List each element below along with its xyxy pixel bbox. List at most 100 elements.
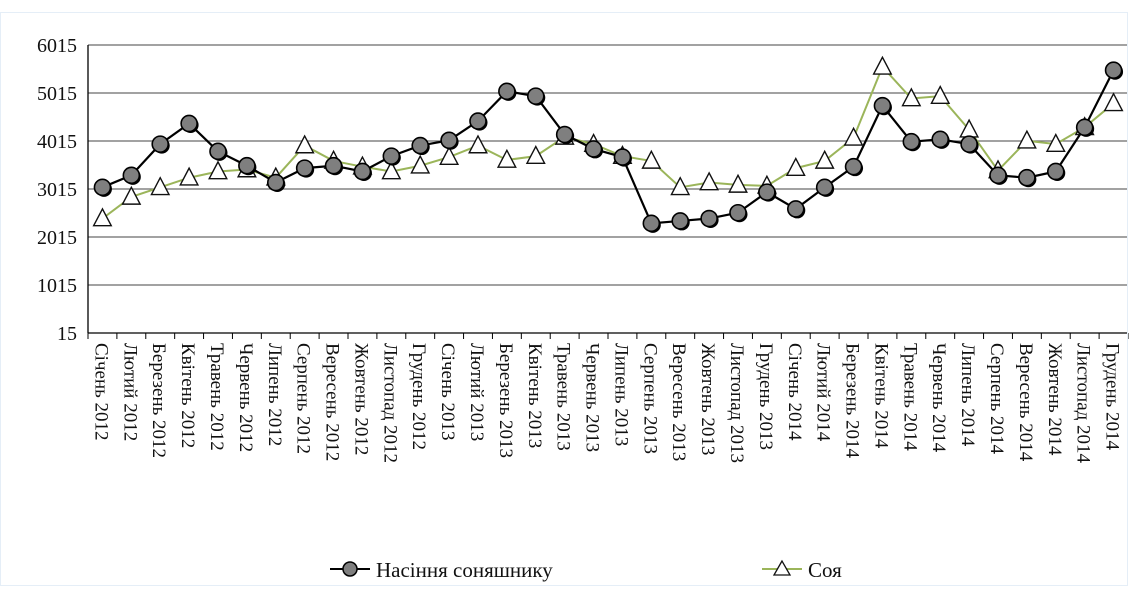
x-tick-label: Червень 2014 (928, 343, 949, 453)
data-point-marker (180, 114, 198, 133)
data-point-marker (930, 85, 951, 105)
y-tick-label: 6015 (37, 35, 77, 57)
data-point-marker (121, 185, 142, 205)
data-point-marker (525, 145, 546, 165)
grid-layer (88, 44, 1128, 286)
x-tick-label: Лютий 2013 (466, 343, 487, 441)
y-tick-label: 1015 (37, 275, 77, 297)
data-point-marker (785, 157, 806, 177)
label-layer: 15 1015 2015 3015 4015 5015 6015 Січень 2012 Лют… (37, 35, 1123, 464)
x-tick-label: Березень 2012 (148, 343, 169, 458)
series-layer (92, 55, 1124, 233)
data-point-marker (758, 183, 776, 201)
data-point-marker (122, 166, 141, 185)
x-tick-label: Грудень 2013 (755, 343, 776, 450)
data-point-marker (584, 140, 603, 158)
x-tick-label: Жовтень 2013 (697, 343, 718, 455)
legend-item: Насіння соняшнику (330, 558, 553, 582)
legend-marker (772, 559, 792, 576)
data-point-marker (294, 134, 315, 154)
data-point-marker (440, 131, 458, 150)
data-point-marker (641, 149, 662, 169)
x-tick-label: Травень 2012 (206, 343, 227, 451)
x-tick-label: Листопад 2013 (726, 343, 747, 463)
x-tick-label: Березень 2013 (495, 343, 516, 458)
data-point-marker (671, 212, 690, 230)
legend-item: Соя (762, 558, 842, 582)
x-tick-label: Березень 2014 (842, 343, 863, 459)
data-point-marker (989, 166, 1007, 185)
y-tick-label: 4015 (37, 131, 77, 153)
x-tick-label: Липень 2014 (957, 343, 978, 447)
data-point-marker (1045, 133, 1066, 153)
y-tick-label: 2015 (37, 227, 77, 249)
data-point-marker (613, 148, 632, 166)
x-tick-label: Серпень 2014 (986, 343, 1007, 455)
x-tick-label: Вересень 2012 (322, 343, 343, 461)
data-point-marker (555, 125, 574, 144)
x-tick-label: Липень 2013 (610, 343, 631, 446)
legend: Насіння соняшнику Соя (330, 558, 842, 582)
data-point-marker (266, 173, 285, 192)
data-point-marker (1046, 162, 1065, 181)
x-tick-label: Квітень 2012 (177, 343, 198, 448)
data-point-marker (324, 156, 343, 175)
x-tick-label: Лютий 2014 (813, 343, 834, 442)
x-tick-label: Лютий 2012 (119, 343, 140, 441)
data-point-marker (179, 166, 200, 186)
data-point-marker (670, 176, 691, 196)
y-tick-label: 15 (57, 323, 77, 345)
data-point-marker (1018, 168, 1036, 187)
data-point-marker (872, 55, 893, 75)
x-tick-label: Січень 2012 (90, 343, 111, 441)
x-tick-label: Червень 2012 (235, 343, 256, 452)
data-point-marker (815, 178, 834, 197)
x-tick-label: Червень 2013 (582, 343, 603, 452)
data-point-marker (901, 87, 922, 107)
chart-frame (0, 12, 1128, 586)
data-point-marker (496, 148, 517, 168)
data-point-marker (873, 96, 892, 115)
x-tick-label: Липень 2012 (264, 343, 285, 446)
data-point-marker (295, 159, 314, 177)
data-point-marker (439, 145, 460, 165)
x-tick-label: Квітень 2013 (524, 343, 545, 448)
data-point-marker (902, 132, 921, 151)
data-point-marker (526, 87, 545, 105)
data-point-marker (729, 203, 747, 222)
data-point-marker (93, 178, 112, 197)
data-point-marker (843, 126, 864, 146)
data-point-marker (469, 112, 487, 130)
data-point-marker (728, 173, 748, 193)
legend-label: Насіння соняшнику (376, 558, 553, 582)
data-point-marker (382, 147, 401, 165)
data-point-marker (410, 154, 431, 174)
x-tick-label: Серпень 2012 (293, 343, 314, 454)
x-tick-label: Вересень 2014 (1015, 343, 1036, 462)
data-point-marker (468, 134, 488, 154)
data-point-marker (700, 209, 718, 228)
legend-label: Соя (808, 558, 842, 582)
data-point-marker (498, 82, 516, 101)
x-tick-label: Жовтень 2014 (1044, 343, 1065, 456)
x-tick-label: Серпень 2013 (639, 343, 660, 454)
data-point-marker (1103, 92, 1124, 112)
data-point-marker (699, 171, 720, 191)
x-tick-label: Грудень 2012 (408, 343, 429, 450)
x-tick-label: Жовтень 2012 (350, 343, 371, 455)
x-tick-label: Грудень 2014 (1102, 343, 1123, 451)
data-point-marker (931, 130, 950, 149)
data-point-marker (1104, 61, 1123, 79)
x-tick-label: Листопад 2012 (379, 343, 400, 463)
data-point-marker (151, 135, 170, 153)
x-tick-label: Листопад 2014 (1073, 343, 1094, 464)
data-point-marker (208, 160, 228, 180)
data-point-marker (1016, 129, 1037, 149)
data-point-marker (411, 136, 430, 155)
x-tick-label: Квітень 2014 (870, 343, 891, 449)
data-point-marker (642, 214, 661, 233)
data-point-marker (960, 135, 978, 153)
y-tick-label: 3015 (37, 179, 77, 201)
